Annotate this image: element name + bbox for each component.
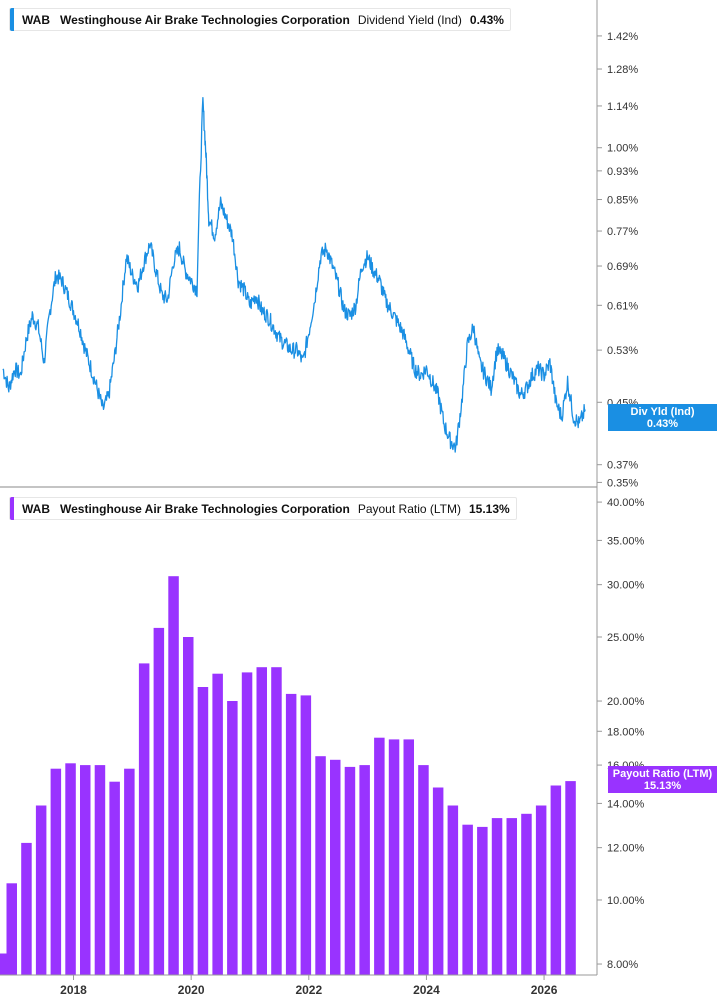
- payout-bar: [0, 953, 9, 975]
- payout-bar: [300, 695, 312, 975]
- payout-bar: [124, 768, 135, 975]
- payout-bar: [21, 842, 32, 975]
- payout-bar: [388, 739, 400, 975]
- payout-value-tag: Payout Ratio (LTM) 15.13%: [608, 766, 717, 793]
- payout-tag-value: 15.13%: [643, 779, 682, 792]
- yield-tick-label: 0.85%: [607, 195, 638, 207]
- payout-tick-label: 30.00%: [607, 580, 645, 592]
- payout-legend-color: [10, 497, 14, 520]
- yield-tick-label: 1.00%: [607, 143, 638, 155]
- payout-bar: [550, 785, 562, 975]
- payout-bar: [285, 693, 297, 975]
- payout-legend: WAB Westinghouse Air Brake Technologies …: [9, 497, 517, 520]
- payout-tick-label: 12.00%: [607, 843, 645, 855]
- x-tick-label: 2024: [413, 983, 440, 997]
- yield-tick-label: 0.93%: [607, 166, 638, 178]
- payout-legend-symbol: WAB: [22, 501, 50, 516]
- payout-bar: [535, 805, 547, 975]
- payout-bar: [506, 818, 517, 975]
- payout-legend-metric: Payout Ratio (LTM): [357, 501, 461, 516]
- x-tick-label: 2018: [60, 983, 87, 997]
- payout-bar: [359, 765, 370, 975]
- payout-bar: [521, 813, 532, 975]
- payout-bar: [315, 756, 326, 975]
- payout-bar: [344, 766, 356, 975]
- payout-bar: [418, 765, 429, 975]
- yield-tick-label: 1.14%: [607, 101, 638, 113]
- yield-tag-value: 0.43%: [646, 417, 679, 430]
- yield-line: [2, 97, 586, 453]
- payout-legend-value: 15.13%: [468, 501, 510, 516]
- payout-bar: [168, 576, 179, 975]
- yield-legend-metric: Dividend Yield (Ind): [357, 12, 462, 27]
- yield-tick-label: 0.37%: [607, 460, 638, 472]
- x-tick-label: 2020: [178, 983, 205, 997]
- yield-tick-label: 0.61%: [607, 300, 638, 312]
- payout-bar: [462, 824, 473, 975]
- payout-bar: [35, 805, 47, 975]
- yield-tick-label: 1.42%: [607, 31, 638, 43]
- payout-bar: [256, 667, 267, 975]
- payout-bars: [0, 576, 576, 975]
- payout-bar: [6, 883, 17, 975]
- payout-bar: [477, 826, 488, 975]
- payout-bar: [80, 765, 91, 975]
- payout-tick-label: 20.00%: [607, 696, 645, 708]
- payout-bar: [432, 787, 444, 975]
- payout-bar: [271, 667, 282, 975]
- payout-bar: [447, 805, 459, 975]
- payout-tag-label: Payout Ratio (LTM): [612, 767, 713, 780]
- payout-bar: [491, 818, 503, 975]
- payout-tick-label: 8.00%: [607, 959, 638, 971]
- payout-tick-label: 18.00%: [607, 726, 645, 738]
- payout-bar: [212, 673, 223, 975]
- yield-tick-label: 0.53%: [607, 345, 638, 357]
- payout-bar: [241, 672, 253, 975]
- payout-tick-label: 10.00%: [607, 895, 645, 907]
- payout-bar: [330, 759, 341, 975]
- payout-bar: [109, 781, 120, 975]
- payout-bar: [403, 739, 414, 975]
- yield-legend: WAB Westinghouse Air Brake Technologies …: [9, 8, 511, 31]
- payout-tick-label: 25.00%: [607, 632, 645, 644]
- yield-tick-label: 0.77%: [607, 226, 638, 238]
- x-tick-label: 2022: [295, 983, 322, 997]
- payout-bar: [138, 663, 150, 975]
- yield-legend-value: 0.43%: [469, 12, 504, 27]
- payout-bar: [94, 765, 106, 975]
- yield-tag-label: Div Yld (Ind): [630, 405, 695, 418]
- yield-tick-label: 1.28%: [607, 64, 638, 76]
- yield-axis: 0.35%0.37%0.45%0.53%0.61%0.69%0.77%0.85%…: [597, 31, 638, 489]
- payout-bar: [565, 781, 576, 975]
- yield-tick-label: 0.35%: [607, 477, 638, 489]
- yield-legend-symbol: WAB: [22, 12, 50, 27]
- payout-bar: [65, 763, 76, 975]
- payout-tick-label: 14.00%: [607, 798, 645, 810]
- payout-bar: [227, 701, 238, 975]
- payout-bar: [153, 627, 165, 975]
- payout-bar: [374, 737, 385, 975]
- yield-legend-color: [10, 8, 14, 31]
- x-axis: 2018 2020 2022 2024 2026: [0, 974, 597, 997]
- payout-axis: 8.00%10.00%12.00%14.00%16.00%18.00%20.00…: [597, 497, 645, 971]
- payout-bar: [50, 768, 62, 975]
- payout-legend-company: Westinghouse Air Brake Technologies Corp…: [60, 501, 350, 516]
- payout-bar: [197, 687, 209, 975]
- payout-tick-label: 40.00%: [607, 497, 645, 509]
- payout-tick-label: 35.00%: [607, 535, 645, 547]
- x-tick-label: 2026: [531, 983, 558, 997]
- payout-bar: [183, 637, 194, 975]
- yield-legend-company: Westinghouse Air Brake Technologies Corp…: [60, 12, 350, 27]
- yield-value-tag: Div Yld (Ind) 0.43%: [608, 404, 717, 431]
- yield-tick-label: 0.69%: [607, 261, 638, 273]
